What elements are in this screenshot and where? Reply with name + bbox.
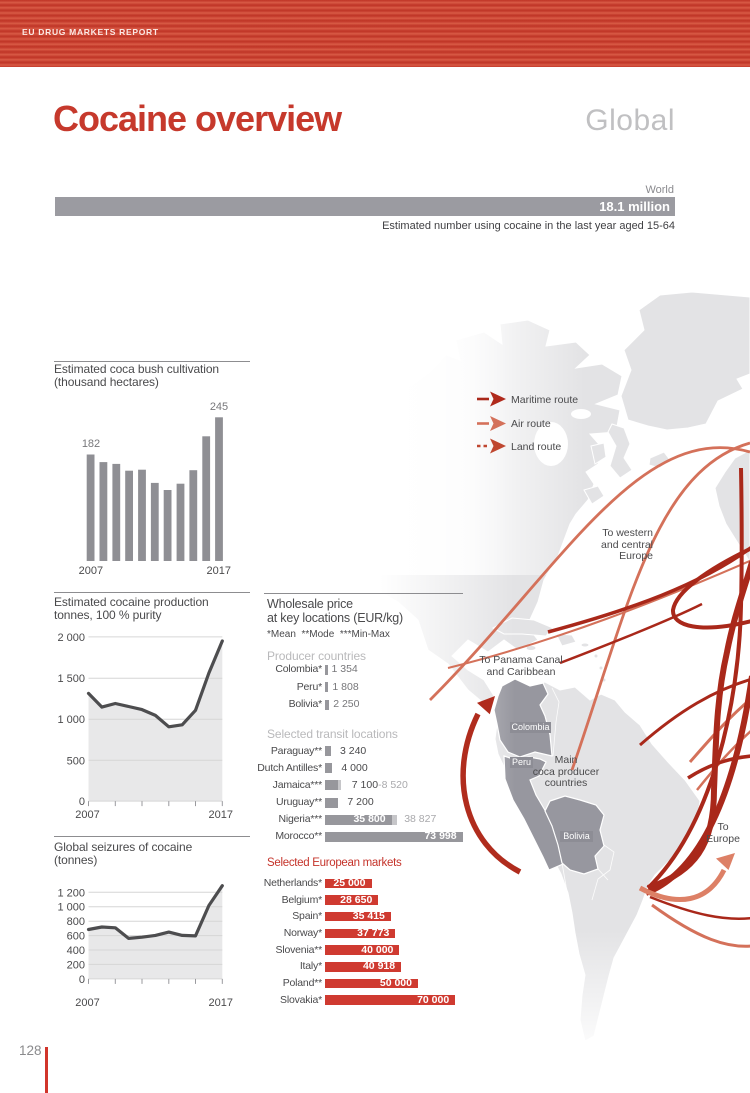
svg-text:500: 500 <box>67 755 85 767</box>
svg-text:2017: 2017 <box>209 997 233 1009</box>
svg-text:600: 600 <box>67 931 85 943</box>
svg-text:1 000: 1 000 <box>57 902 85 914</box>
svg-text:245: 245 <box>210 401 228 413</box>
svg-text:1 500: 1 500 <box>57 673 85 685</box>
svg-text:800: 800 <box>67 916 85 928</box>
svg-text:2007: 2007 <box>75 809 99 821</box>
svg-text:182: 182 <box>82 438 100 450</box>
svg-text:0: 0 <box>79 974 85 986</box>
svg-text:1 200: 1 200 <box>57 887 85 899</box>
svg-text:2 000: 2 000 <box>57 632 85 644</box>
svg-text:200: 200 <box>67 959 85 971</box>
svg-text:400: 400 <box>67 945 85 957</box>
svg-text:2007: 2007 <box>79 565 103 577</box>
svg-text:2017: 2017 <box>209 809 233 821</box>
svg-text:2017: 2017 <box>207 565 231 577</box>
svg-text:2007: 2007 <box>75 997 99 1009</box>
svg-text:0: 0 <box>79 796 85 808</box>
svg-text:1 000: 1 000 <box>57 714 85 726</box>
